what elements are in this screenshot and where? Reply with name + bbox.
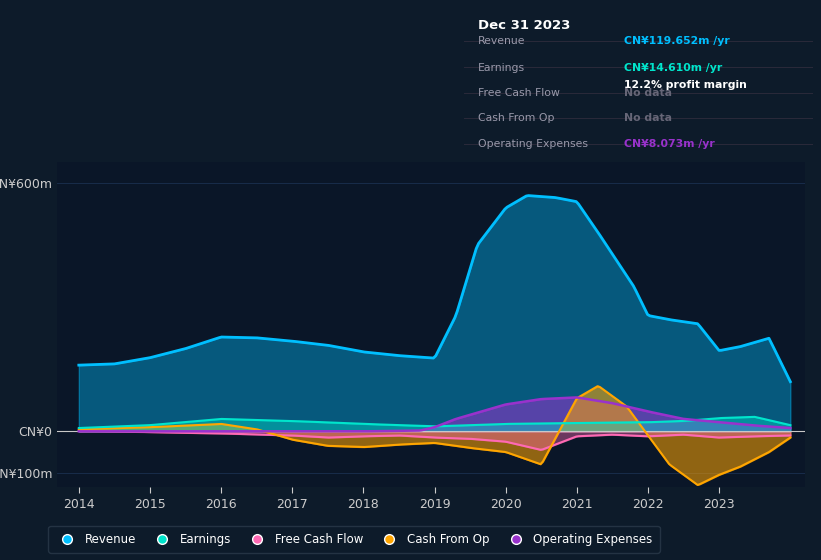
Legend: Revenue, Earnings, Free Cash Flow, Cash From Op, Operating Expenses: Revenue, Earnings, Free Cash Flow, Cash … [48, 526, 660, 553]
Text: CN¥14.610m /yr: CN¥14.610m /yr [624, 63, 722, 73]
Text: CN¥119.652m /yr: CN¥119.652m /yr [624, 36, 730, 46]
Text: No data: No data [624, 87, 672, 97]
Text: Free Cash Flow: Free Cash Flow [478, 87, 560, 97]
Text: Revenue: Revenue [478, 36, 525, 46]
Text: No data: No data [624, 114, 672, 123]
Text: Earnings: Earnings [478, 63, 525, 73]
Text: Dec 31 2023: Dec 31 2023 [478, 19, 571, 32]
Text: Cash From Op: Cash From Op [478, 114, 554, 123]
Text: Operating Expenses: Operating Expenses [478, 139, 588, 148]
Text: CN¥8.073m /yr: CN¥8.073m /yr [624, 139, 715, 148]
Text: 12.2% profit margin: 12.2% profit margin [624, 80, 747, 90]
